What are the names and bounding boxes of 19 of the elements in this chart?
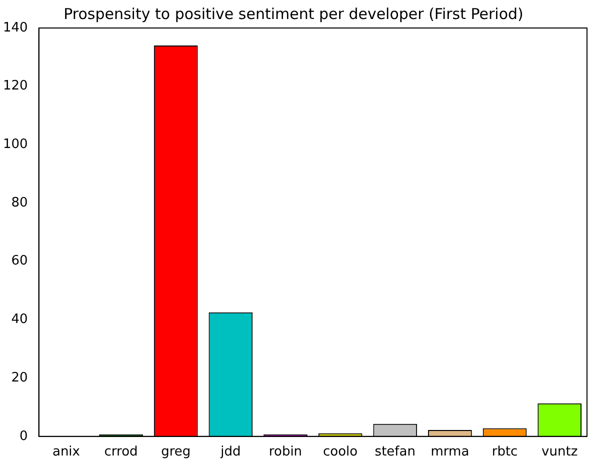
- x-tick-label: vuntz: [542, 444, 578, 460]
- chart-title: Prospensity to positive sentiment per developer (First Period): [64, 4, 524, 23]
- x-tick-label: mrma: [430, 444, 470, 460]
- x-tick-label: crrod: [104, 444, 138, 460]
- y-tick-label: 20: [11, 370, 28, 386]
- y-tick-label: 120: [2, 78, 28, 94]
- x-tick-label: anix: [52, 444, 80, 460]
- y-tick-label: 100: [2, 137, 28, 152]
- x-tick-label: jdd: [220, 444, 241, 460]
- y-tick-label: 60: [11, 254, 28, 269]
- x-tick-label: rbtc: [492, 444, 518, 460]
- y-tick-label: 40: [11, 312, 28, 328]
- x-tick-label: robin: [268, 444, 302, 460]
- x-tick-label: coolo: [323, 444, 358, 460]
- x-tick-label: greg: [161, 444, 191, 460]
- x-tick-label: stefan: [374, 444, 416, 460]
- y-tick-label: 140: [2, 20, 28, 36]
- y-tick-label: 0: [20, 428, 28, 444]
- y-tick-label: 80: [11, 195, 28, 210]
